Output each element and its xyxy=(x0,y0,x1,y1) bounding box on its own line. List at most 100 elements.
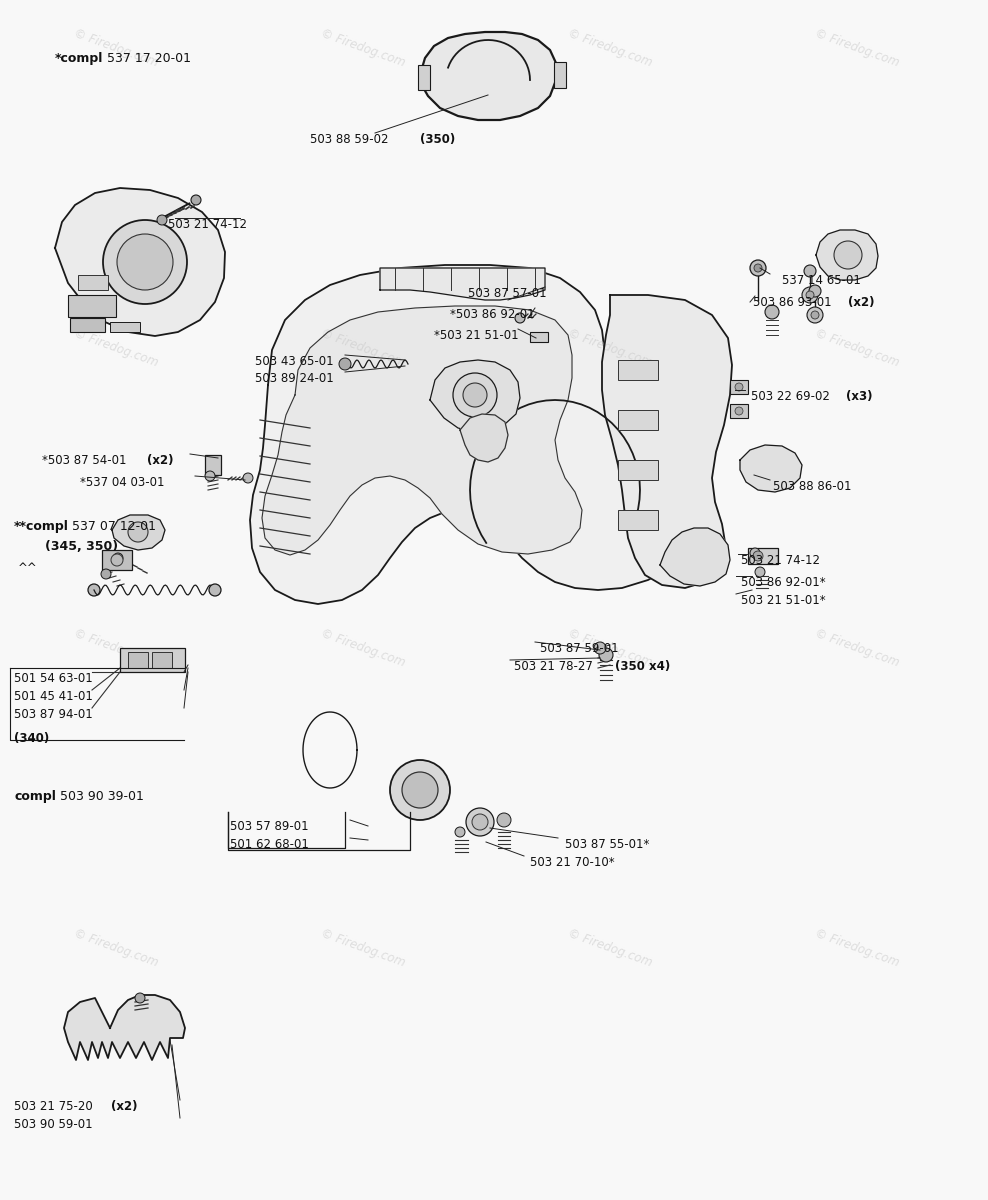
Text: © Firedog.com: © Firedog.com xyxy=(72,326,160,370)
Circle shape xyxy=(191,194,201,205)
Text: © Firedog.com: © Firedog.com xyxy=(566,626,654,670)
Circle shape xyxy=(101,569,111,578)
Circle shape xyxy=(453,373,497,416)
Circle shape xyxy=(339,358,351,370)
Polygon shape xyxy=(64,995,185,1060)
Circle shape xyxy=(754,264,762,272)
Text: 537 17 20-01: 537 17 20-01 xyxy=(103,52,191,65)
FancyBboxPatch shape xyxy=(70,318,105,332)
Circle shape xyxy=(809,284,821,296)
Circle shape xyxy=(594,642,606,654)
Text: *503 21 51-01: *503 21 51-01 xyxy=(434,329,519,342)
Text: (x2): (x2) xyxy=(147,454,174,467)
FancyBboxPatch shape xyxy=(618,460,658,480)
Text: (340): (340) xyxy=(14,732,49,745)
Polygon shape xyxy=(660,528,730,586)
Text: 503 21 51-01*: 503 21 51-01* xyxy=(741,594,826,607)
Text: (x2): (x2) xyxy=(111,1100,137,1114)
Circle shape xyxy=(806,290,814,299)
Polygon shape xyxy=(380,268,545,300)
Circle shape xyxy=(472,814,488,830)
FancyBboxPatch shape xyxy=(730,404,748,418)
FancyBboxPatch shape xyxy=(102,550,132,570)
Text: (350): (350) xyxy=(420,133,455,146)
Text: © Firedog.com: © Firedog.com xyxy=(72,626,160,670)
Circle shape xyxy=(804,265,816,277)
Circle shape xyxy=(205,470,215,481)
Circle shape xyxy=(735,383,743,391)
Text: 503 87 57-01: 503 87 57-01 xyxy=(468,287,546,300)
Circle shape xyxy=(390,760,450,820)
Text: © Firedog.com: © Firedog.com xyxy=(566,926,654,970)
Text: (x2): (x2) xyxy=(848,296,874,308)
Text: © Firedog.com: © Firedog.com xyxy=(813,926,901,970)
Text: 503 43 65-01: 503 43 65-01 xyxy=(255,355,334,368)
Text: 503 57 89-01: 503 57 89-01 xyxy=(230,820,308,833)
Text: 503 86 92-01*: 503 86 92-01* xyxy=(741,576,826,589)
Text: 503 21 74-12: 503 21 74-12 xyxy=(741,554,820,566)
FancyBboxPatch shape xyxy=(110,322,140,332)
Circle shape xyxy=(111,554,123,566)
Text: **compl: **compl xyxy=(14,520,69,533)
FancyBboxPatch shape xyxy=(618,410,658,430)
Text: *503 87 54-01: *503 87 54-01 xyxy=(42,454,130,467)
Text: 503 90 59-01: 503 90 59-01 xyxy=(14,1118,93,1130)
Circle shape xyxy=(599,648,613,662)
Text: 503 90 39-01: 503 90 39-01 xyxy=(56,790,144,803)
Text: 503 86 93-01: 503 86 93-01 xyxy=(753,296,836,308)
Circle shape xyxy=(802,287,818,302)
Circle shape xyxy=(113,553,123,563)
FancyBboxPatch shape xyxy=(618,510,658,530)
Circle shape xyxy=(515,313,525,323)
Text: (345, 350): (345, 350) xyxy=(45,540,119,553)
Circle shape xyxy=(750,548,760,558)
Text: (350 x4): (350 x4) xyxy=(615,660,670,673)
Text: 503 21 70-10*: 503 21 70-10* xyxy=(530,856,615,869)
Text: © Firedog.com: © Firedog.com xyxy=(319,926,407,970)
FancyBboxPatch shape xyxy=(730,380,748,394)
Circle shape xyxy=(755,566,765,577)
Text: 503 22 69-02: 503 22 69-02 xyxy=(751,390,834,403)
Circle shape xyxy=(463,383,487,407)
Text: *503 86 92-01: *503 86 92-01 xyxy=(450,308,535,320)
Circle shape xyxy=(402,772,438,808)
FancyBboxPatch shape xyxy=(418,65,430,90)
Text: 503 21 75-20: 503 21 75-20 xyxy=(14,1100,97,1114)
FancyBboxPatch shape xyxy=(128,652,148,668)
Circle shape xyxy=(753,551,763,560)
Circle shape xyxy=(455,827,465,838)
Circle shape xyxy=(128,522,148,542)
Text: 501 54 63-01: 501 54 63-01 xyxy=(14,672,93,685)
Circle shape xyxy=(811,311,819,319)
Text: © Firedog.com: © Firedog.com xyxy=(72,26,160,70)
Text: 501 62 68-01: 501 62 68-01 xyxy=(230,838,309,851)
Text: 503 89 24-01: 503 89 24-01 xyxy=(255,372,334,385)
Polygon shape xyxy=(430,360,520,432)
Polygon shape xyxy=(250,265,692,604)
FancyBboxPatch shape xyxy=(554,62,566,88)
Text: *compl: *compl xyxy=(55,52,104,65)
Circle shape xyxy=(135,994,145,1003)
FancyBboxPatch shape xyxy=(205,455,221,475)
Text: 503 87 94-01: 503 87 94-01 xyxy=(14,708,93,721)
Text: © Firedog.com: © Firedog.com xyxy=(813,626,901,670)
Circle shape xyxy=(497,814,511,827)
Polygon shape xyxy=(420,32,556,120)
Circle shape xyxy=(735,407,743,415)
Circle shape xyxy=(103,220,187,304)
Circle shape xyxy=(88,584,100,596)
Polygon shape xyxy=(262,306,582,554)
Polygon shape xyxy=(460,414,508,462)
Polygon shape xyxy=(602,295,732,588)
Text: © Firedog.com: © Firedog.com xyxy=(566,326,654,370)
Text: 537 14 65-01: 537 14 65-01 xyxy=(782,274,861,287)
FancyBboxPatch shape xyxy=(152,652,172,668)
Text: compl: compl xyxy=(14,790,56,803)
Text: *537 04 03-01: *537 04 03-01 xyxy=(80,476,164,490)
Text: 537 07 12-01: 537 07 12-01 xyxy=(68,520,156,533)
FancyBboxPatch shape xyxy=(78,275,108,290)
Circle shape xyxy=(834,241,862,269)
Circle shape xyxy=(209,584,221,596)
Polygon shape xyxy=(740,445,802,492)
Text: ^^: ^^ xyxy=(18,562,38,575)
